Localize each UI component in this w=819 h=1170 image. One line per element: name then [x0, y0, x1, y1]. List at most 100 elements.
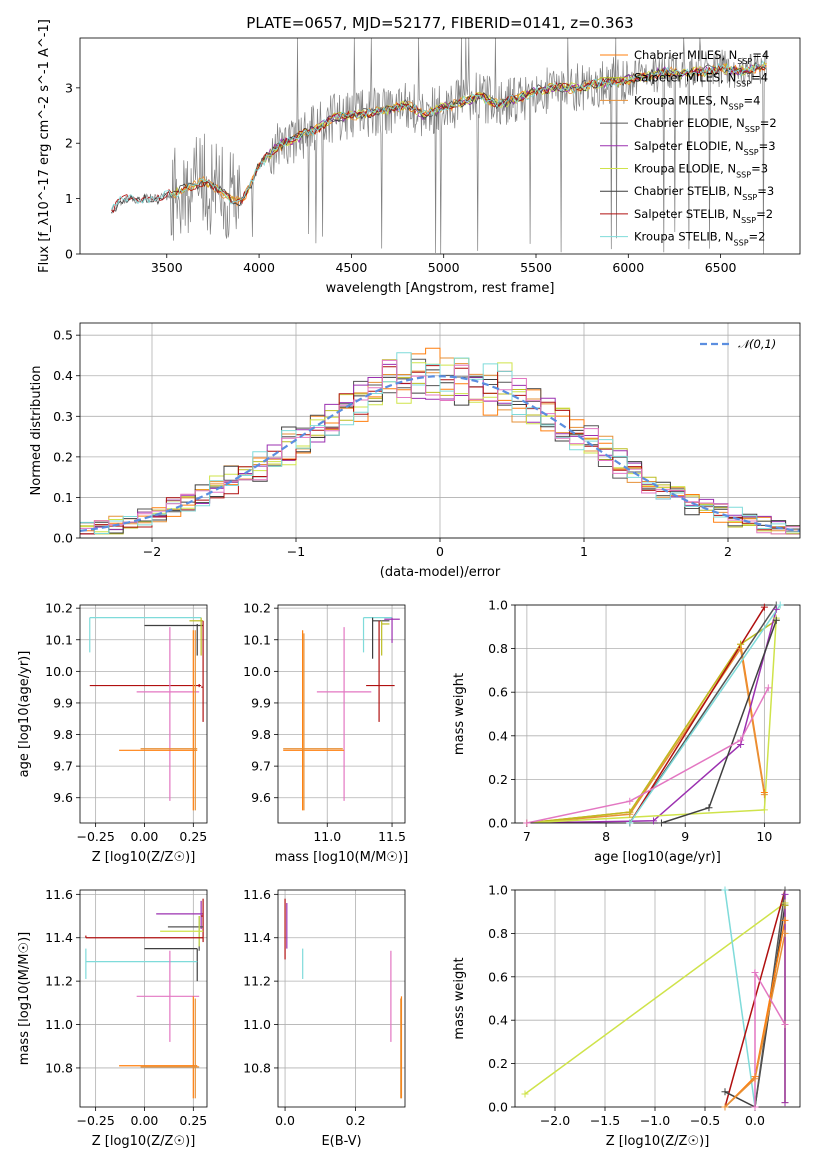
- residuals-frame: [79, 322, 801, 539]
- mass_vs_ebv-panel: 0.0 0.2 10.8 11.0 11.2 11.4 11.6 E(B-V): [243, 887, 406, 1149]
- weight_vs_age-marker-9-2: [737, 736, 745, 744]
- weight_vs_z-xtick-label: −2.0: [540, 1113, 570, 1128]
- weight_vs_age-frame: [514, 604, 801, 824]
- weight_vs_z-xlabel: Z [log10(Z/Z☉)]: [606, 1134, 710, 1149]
- legend-subscript: SSP: [741, 215, 756, 224]
- weight_vs_z-ytick-label: 0.6: [488, 969, 508, 984]
- age_vs_mass-plot-area: [283, 617, 400, 811]
- age_vs_z-panel: −0.25 0.00 0.25 9.6 9.7 9.8 9.9 10.0 10.1 10.2 Z […: [17, 601, 208, 865]
- figure-title: PLATE=0657, MJD=52177, FIBERID=0141, z=0…: [246, 14, 633, 32]
- weight_vs_z-marker-9-1: [781, 890, 789, 898]
- residuals-ytick-label: 0.5: [53, 328, 73, 343]
- legend-entry-chabrier-miles: Chabrier MILES, NSSP=4: [634, 48, 769, 66]
- weight_vs_age-marker-4-1: [650, 817, 658, 825]
- residuals-ytick-label: 0.2: [53, 449, 73, 464]
- spectrum-xlabel: wavelength [Angstrom, rest frame]: [326, 281, 555, 296]
- age_vs_z-ytick-label: 10.0: [45, 664, 73, 679]
- legend-value: =4: [744, 93, 761, 107]
- weight_vs_age-ytick-label: 1.0: [488, 598, 508, 613]
- age_vs_z-frame: [79, 604, 208, 824]
- mass_vs_ebv-ytick-label: 11.0: [243, 1017, 271, 1032]
- weight_vs_z-xtick-label: 0.0: [745, 1113, 765, 1128]
- mass_vs_z-xtick-label: 0.25: [179, 1113, 207, 1128]
- age_vs_mass-ytick-label: 9.7: [251, 759, 271, 774]
- legend-entry-chabrier-stelib: Chabrier STELIB, NSSP=3: [634, 184, 774, 202]
- mass_vs_ebv-ytick-label: 10.8: [243, 1060, 271, 1075]
- age_vs_z-ylabel: age [log10(age/yr)]: [17, 651, 32, 778]
- age_vs_mass-ytick-label: 9.6: [251, 790, 271, 805]
- weight_vs_age-marker-8-1: [776, 601, 784, 609]
- age_vs_z-ytick-label: 10.1: [45, 632, 73, 647]
- weight_vs_z-ytick-label: 0.4: [488, 1013, 508, 1028]
- weight_vs_z-xtick-label: −0.5: [690, 1113, 720, 1128]
- residuals-panel: −2 −1 0 1 2 0.0 0.1 0.2 0.3 0.4 0.5 (data-model)/er…: [29, 322, 801, 580]
- weight_vs_age-ylabel: mass weight: [452, 673, 467, 755]
- weight_vs_age-series-6: [661, 620, 778, 823]
- legend-subscript: SSP: [736, 79, 751, 88]
- weight_vs_z-marker-7-1: [751, 968, 759, 976]
- legend-entry-kroupa-elodie: Kroupa ELODIE, NSSP=3: [634, 162, 768, 180]
- weight_vs_age-panel: 7 8 9 10 0.0 0.2 0.4 0.6 0.8 1.0 age [log10(age/yr…: [452, 598, 801, 865]
- weight_vs_z-marker-9-0: [781, 1099, 789, 1107]
- legend-entry-salpeter-stelib: Salpeter STELIB, NSSP=2: [634, 207, 773, 225]
- weight_vs_z-marker-6-0: [721, 1103, 729, 1111]
- spectrum-plot-area: [111, 38, 767, 254]
- legend-value: =2: [749, 230, 766, 244]
- spectrum-ytick-label: 3: [65, 80, 73, 95]
- weight_vs_z-series-1: [724, 890, 756, 1107]
- weight_vs_z-ytick-label: 0.2: [488, 1056, 508, 1071]
- weight_vs_age-plot-area: [526, 605, 781, 823]
- mass_vs_z-xlabel: Z [log10(Z/Z☉)]: [92, 1134, 196, 1149]
- age_vs_z-xtick-label: 0.25: [179, 829, 207, 844]
- spectrum-ytick-label: 2: [65, 136, 73, 151]
- weight_vs_z-series-7: [754, 969, 786, 1107]
- mass_vs_ebv-ytick-label: 11.6: [243, 887, 271, 902]
- weight_vs_z-marker-6-1: [751, 1075, 759, 1083]
- legend-value: =2: [760, 116, 777, 130]
- spectrum-ytick-label: 0: [65, 247, 73, 262]
- age_vs_z-ytick-label: 9.7: [53, 759, 73, 774]
- weight_vs_age-ytick-label: 0.2: [488, 772, 508, 787]
- weight_vs_z-marker-3-0: [721, 1088, 729, 1096]
- weight_vs_age-marker-9-1: [626, 797, 634, 805]
- weight_vs_age-marker-2-1: [626, 808, 634, 816]
- residuals-xtick-label: 2: [724, 544, 732, 559]
- age_vs_mass-panel: 11.0 11.5 9.6 9.7 9.8 9.9 10.0 10.1 10.2 mass [lo…: [243, 601, 408, 865]
- legend-subscript: SSP: [737, 57, 752, 66]
- weight_vs_age-series-7: [629, 606, 766, 823]
- age_vs_z-xlabel: Z [log10(Z/Z☉)]: [92, 850, 196, 865]
- weight_vs_age-xtick-label: 9: [681, 829, 689, 844]
- spectrum-xtick-label: 4000: [243, 260, 275, 275]
- age_vs_z-ytick-label: 9.8: [53, 727, 73, 742]
- spectrum-ylabel: Flux [f_λ10^-17 erg cm^-2 s^-1 A^-1]: [37, 19, 52, 273]
- age_vs_mass-ytick-label: 10.2: [243, 601, 271, 616]
- residuals-xtick-label: −2: [143, 544, 161, 559]
- legend-value: =3: [751, 162, 768, 176]
- mass_vs_ebv-xlabel: E(B-V): [321, 1134, 361, 1149]
- weight_vs_age-marker-9-3: [764, 684, 772, 692]
- weight_vs_z-ytick-label: 0.0: [488, 1100, 508, 1115]
- mass_vs_z-ylabel: mass [log10(M/M☉)]: [17, 932, 32, 1065]
- weight_vs_age-ytick-label: 0.6: [488, 685, 508, 700]
- residuals-ytick-label: 0.3: [53, 409, 73, 424]
- spectrum-ytick-label: 1: [65, 191, 73, 206]
- age_vs_mass-ytick-label: 10.1: [243, 632, 271, 647]
- spectrum-model-kroupa-stelib: [111, 60, 766, 210]
- mass_vs_z-ytick-label: 11.4: [45, 930, 73, 945]
- legend-value: =3: [757, 184, 774, 198]
- legend-value: =2: [756, 207, 773, 221]
- age_vs_mass-xtick-label: 11.0: [313, 829, 341, 844]
- mass_vs_z-xtick-label: −0.25: [76, 1113, 114, 1128]
- spectrum-xtick-label: 3500: [151, 260, 183, 275]
- legend-value: =3: [759, 139, 776, 153]
- weight_vs_z-panel: −2.0 −1.5 −1.0 −0.5 0.0 0.0 0.2 0.4 0.6 0.8 1.0 Z […: [452, 883, 801, 1149]
- legend-value: =4: [752, 48, 769, 62]
- weight_vs_age-ytick-label: 0.8: [488, 641, 508, 656]
- weight_vs_age-xtick-label: 8: [602, 829, 610, 844]
- weight_vs_z-marker-7-0: [751, 1103, 759, 1111]
- mass_vs_z-ytick-label: 11.6: [45, 887, 73, 902]
- weight_vs_z-marker-6-2: [781, 929, 789, 937]
- weight_vs_age-marker-6-2: [772, 616, 780, 624]
- mass_vs_z-ytick-label: 11.0: [45, 1017, 73, 1032]
